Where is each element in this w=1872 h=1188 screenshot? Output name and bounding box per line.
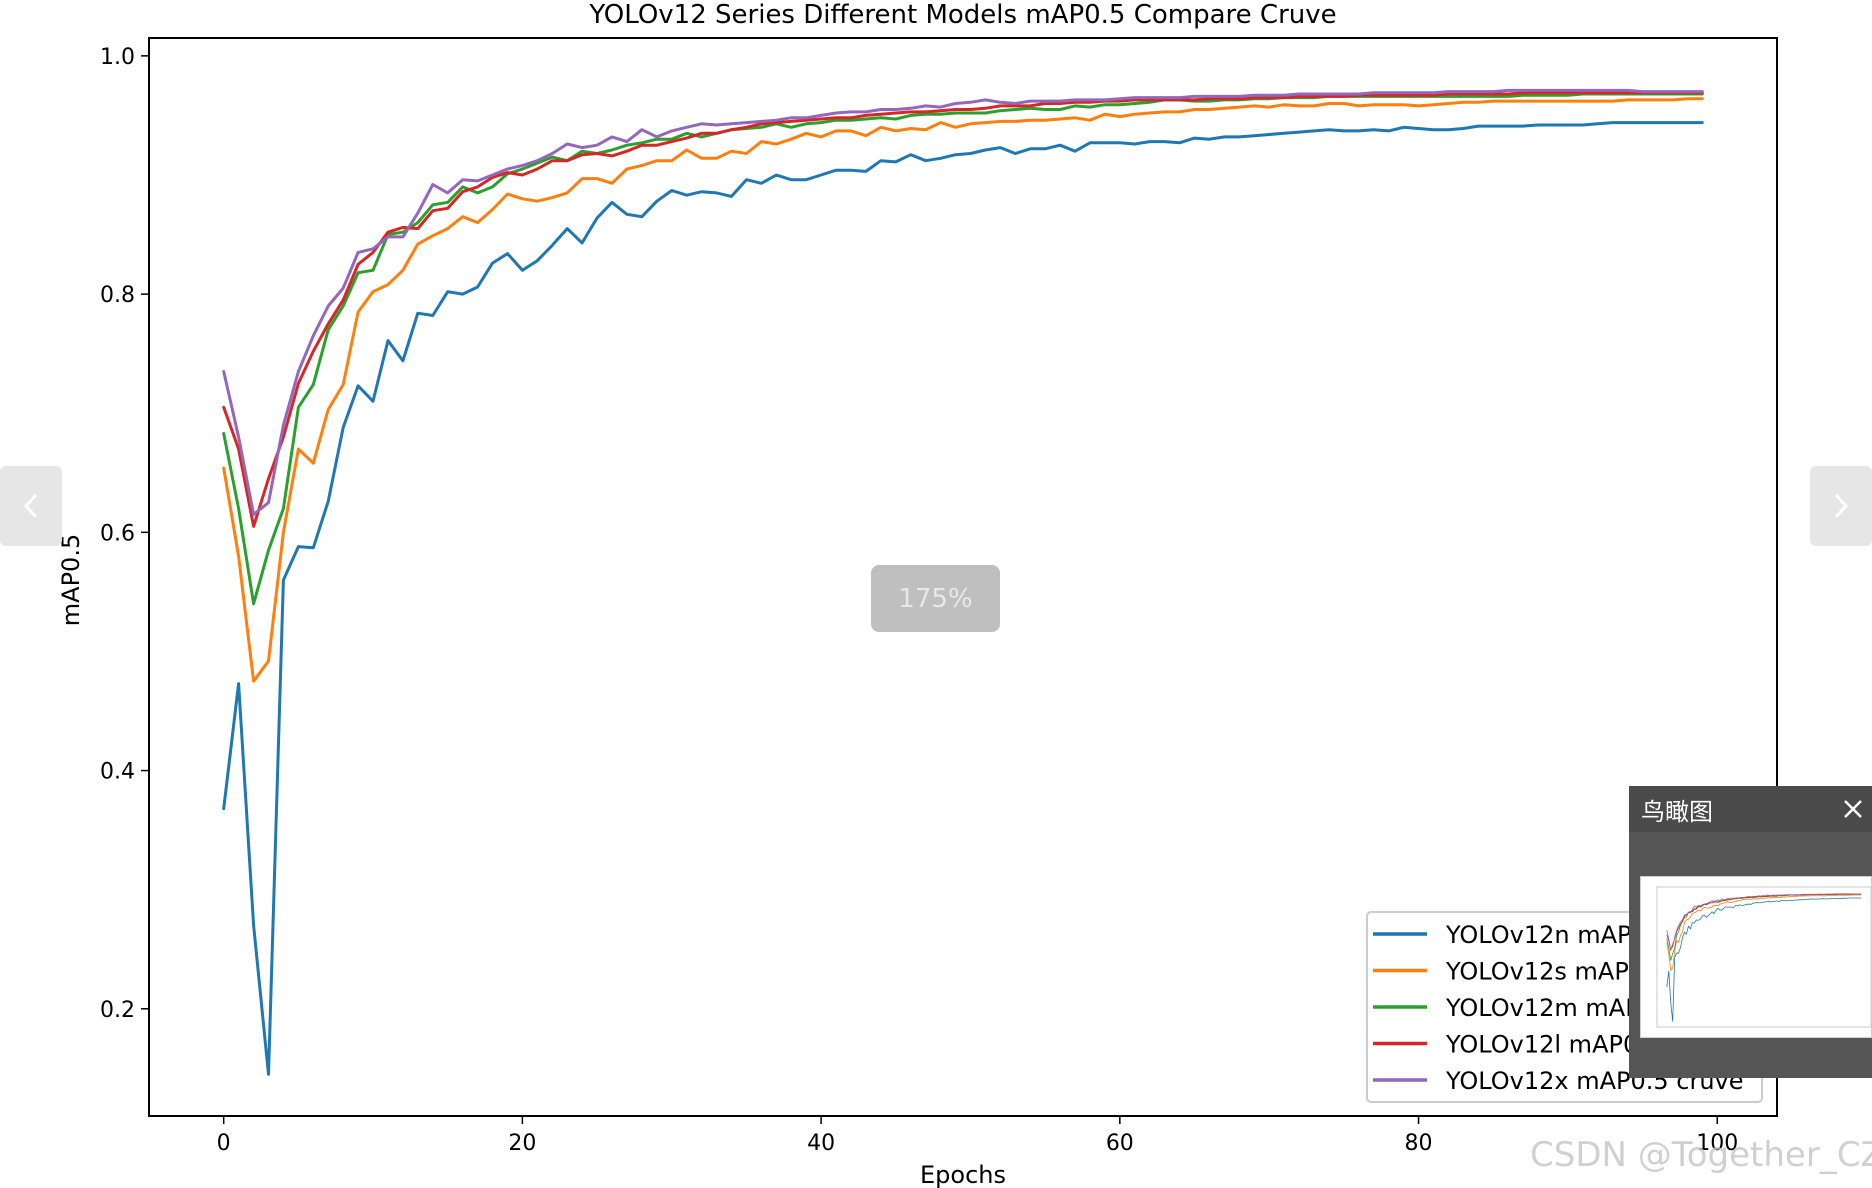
close-icon [1844, 800, 1862, 818]
chevron-left-icon [23, 493, 38, 519]
x-tick-label: 80 [1405, 1131, 1433, 1156]
x-tick-label: 0 [217, 1131, 231, 1156]
y-tick-label: 0.8 [100, 283, 135, 308]
overview-panel[interactable]: 鸟瞰图 [1629, 786, 1872, 1078]
thumb-series-line-5 [1666, 893, 1862, 950]
overview-thumbnail-chart [1656, 886, 1871, 1028]
series-line-5 [222, 88, 1704, 516]
watermark: CSDN @Together_CZ [1530, 1135, 1872, 1175]
x-tick-label: 20 [508, 1131, 536, 1156]
series-line-1 [222, 121, 1704, 1076]
y-axis-label: mAP0.5 [57, 534, 85, 626]
thumb-series-line-2 [1666, 894, 1862, 972]
y-tick-label: 0.6 [100, 521, 135, 546]
series-line-4 [222, 91, 1704, 528]
x-tick-label: 60 [1106, 1131, 1134, 1156]
y-tick-label: 0.4 [100, 760, 135, 785]
overview-thumbnail[interactable] [1640, 876, 1872, 1038]
chevron-right-icon [1834, 493, 1849, 519]
x-tick-label: 100 [1696, 1131, 1738, 1156]
x-tick-label: 40 [807, 1131, 835, 1156]
previous-image-button[interactable] [0, 466, 62, 546]
zoom-level-badge: 175% [871, 565, 1000, 632]
x-axis-label: Epochs [920, 1161, 1006, 1188]
y-tick-label: 1.0 [100, 45, 135, 70]
chart-title: YOLOv12 Series Different Models mAP0.5 C… [588, 0, 1336, 30]
y-tick-label: 0.2 [100, 998, 135, 1023]
next-image-button[interactable] [1810, 466, 1872, 546]
overview-header: 鸟瞰图 [1629, 786, 1872, 832]
series-line-2 [222, 97, 1704, 683]
overview-title: 鸟瞰图 [1641, 797, 1713, 826]
thumb-series-line-1 [1666, 897, 1862, 1022]
overview-close-button[interactable] [1838, 794, 1868, 824]
